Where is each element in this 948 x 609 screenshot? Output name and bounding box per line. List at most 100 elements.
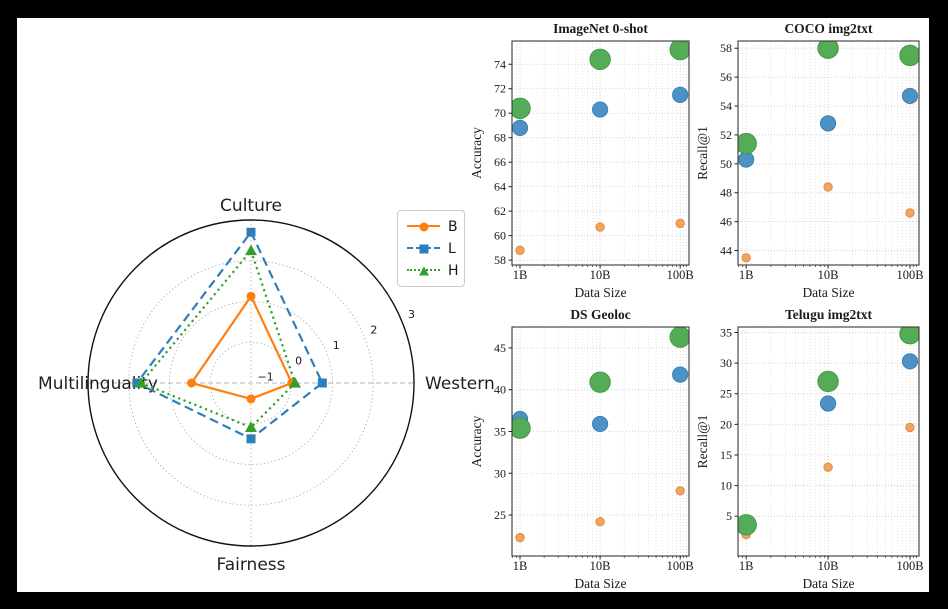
x-axis-label: Data Size — [802, 576, 854, 591]
y-tick-label: 45 — [494, 341, 506, 355]
radar-point-L — [317, 378, 327, 388]
radar-rtick-label: 1 — [333, 339, 340, 352]
data-point-H — [512, 417, 531, 439]
data-point-L — [901, 353, 919, 370]
radar-series-H — [139, 248, 297, 429]
data-point-L — [901, 87, 919, 105]
radar-rtick-label: 0 — [295, 355, 302, 368]
scatter-ds-geoloc: 25 30 35 40 45 1B 10B 100B DS Geoloc Data Size Acc… — [469, 307, 694, 591]
y-tick-label: 30 — [720, 356, 732, 370]
data-point-H — [589, 48, 611, 71]
radar-point-H — [245, 421, 257, 433]
radar-outer-circle — [87, 219, 415, 547]
y-tick-label: 58 — [720, 41, 732, 55]
radar-axis-label-culture: Culture — [220, 196, 282, 216]
data-point-H — [817, 370, 839, 393]
figure-panel — [17, 18, 929, 592]
y-tick-label: 54 — [720, 99, 732, 113]
data-point-L — [591, 415, 609, 433]
legend-item-b: B — [398, 216, 464, 238]
y-tick-label: 64 — [494, 180, 506, 194]
x-tick-label: 100B — [667, 268, 694, 282]
data-point-B — [741, 253, 751, 263]
plot-title: COCO img2txt — [784, 21, 873, 36]
data-point-H — [738, 132, 757, 155]
y-tick-label: 25 — [720, 387, 732, 401]
radar-rtick-label: 3 — [408, 308, 415, 321]
scatter-telugu-img2txt: 5 10 15 20 25 30 35 1B 10B 100B Telugu img2txt Data… — [695, 307, 924, 591]
radar-gridline — [169, 301, 333, 465]
legend-circle-marker-icon — [419, 222, 428, 232]
scatter-imagenet-0-shot: 58 60 62 64 66 68 70 72 74 1B 10B 100B ImageNet 0-sh… — [469, 21, 694, 300]
scatter-coco-img2txt: 44 46 48 50 52 54 56 58 1B 10B 100B COCO img2txt Dat… — [695, 21, 924, 300]
radar-point-H — [245, 244, 257, 256]
y-tick-label: 35 — [720, 326, 732, 340]
y-tick-label: 68 — [494, 131, 506, 145]
y-tick-label: 74 — [494, 57, 506, 71]
y-tick-label: 48 — [720, 186, 732, 200]
legend-item-h: H — [398, 260, 464, 282]
data-point-B — [675, 486, 685, 496]
points-layer — [512, 41, 689, 256]
data-point-L — [672, 86, 689, 103]
data-point-B — [823, 182, 833, 192]
radar-point-L — [246, 434, 256, 444]
data-point-L — [591, 101, 609, 118]
legend-label: B — [448, 219, 458, 235]
data-point-B — [595, 222, 605, 232]
y-tick-label: 25 — [494, 508, 506, 522]
x-tick-label: 1B — [739, 268, 754, 282]
y-axis-label: Recall@1 — [695, 415, 710, 469]
data-point-H — [817, 41, 839, 59]
data-point-B — [515, 245, 525, 256]
radar-chart: −1 0 1 2 3 Culture Western Fairness Multilingual… — [38, 196, 495, 575]
data-point-H — [738, 514, 757, 536]
data-point-L — [819, 115, 837, 132]
radar-gridline — [128, 260, 374, 506]
data-point-B — [905, 208, 915, 218]
data-point-H — [669, 327, 689, 348]
points-layer — [738, 327, 919, 540]
y-tick-label: 66 — [494, 155, 506, 169]
x-axis-label: Data Size — [574, 576, 626, 591]
radar-point-H — [134, 377, 147, 388]
radar-legend: B L H — [397, 210, 465, 287]
y-tick-label: 70 — [494, 106, 506, 120]
points-layer — [738, 41, 919, 263]
data-point-L — [512, 119, 529, 137]
y-axis-label: Accuracy — [469, 415, 484, 467]
data-point-H — [899, 327, 919, 345]
radar-axis-label-western: Western — [425, 374, 495, 394]
legend-line-sample — [407, 242, 440, 256]
x-tick-label: 1B — [739, 559, 754, 573]
plot-title: Telugu img2txt — [785, 307, 872, 322]
data-point-H — [512, 97, 531, 120]
y-axis-label: Recall@1 — [695, 126, 710, 180]
data-point-H — [669, 41, 689, 61]
y-tick-label: 20 — [720, 417, 732, 431]
y-tick-label: 44 — [720, 244, 732, 258]
data-point-B — [595, 517, 605, 527]
legend-item-l: L — [398, 238, 464, 260]
points-layer — [512, 327, 689, 543]
y-tick-label: 60 — [494, 229, 506, 243]
data-point-L — [819, 395, 837, 412]
plot-title: DS Geoloc — [570, 307, 630, 322]
legend-triangle-marker-icon — [418, 266, 429, 276]
radar-point-L — [246, 227, 256, 237]
radar-rtick-label: 2 — [370, 324, 377, 337]
data-point-H — [899, 44, 919, 67]
y-tick-label: 58 — [494, 253, 506, 267]
plot-title: ImageNet 0-shot — [553, 21, 648, 36]
x-axis-label: Data Size — [574, 285, 626, 300]
x-tick-label: 1B — [513, 559, 528, 573]
x-tick-label: 100B — [896, 559, 923, 573]
legend-label: H — [448, 263, 459, 279]
y-tick-label: 50 — [720, 157, 732, 171]
x-axis-label: Data Size — [802, 285, 854, 300]
y-tick-label: 52 — [720, 128, 732, 142]
y-tick-label: 56 — [720, 70, 732, 84]
x-tick-label: 10B — [590, 559, 611, 573]
